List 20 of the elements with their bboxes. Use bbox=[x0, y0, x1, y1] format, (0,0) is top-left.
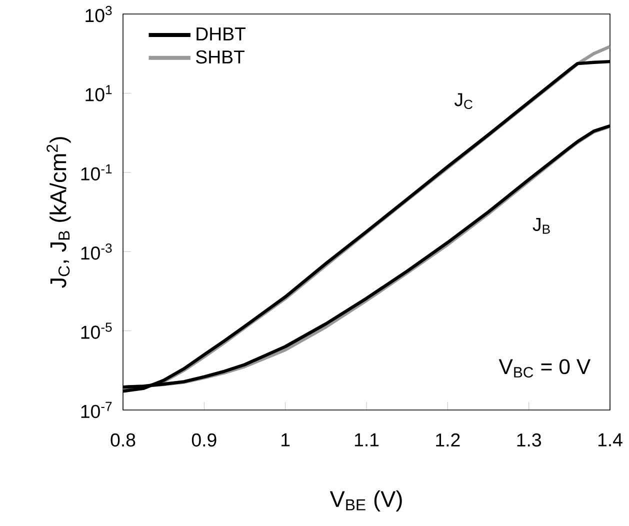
legend-label: SHBT bbox=[196, 50, 244, 64]
x-axis-title: V$_{BE}$ (V) bbox=[330, 490, 402, 512]
x-tick-label: 1 bbox=[282, 433, 290, 446]
y-tick-label: 10$^{-1}$ bbox=[81, 164, 112, 180]
x-tick-label: 1.3 bbox=[517, 433, 541, 447]
x-tick-label: 0.8 bbox=[110, 433, 136, 447]
y-tick-label: 10$^{-3}$ bbox=[81, 243, 112, 260]
legend-label: DHBT bbox=[196, 28, 246, 40]
y-tick-label: 10$^{-5}$ bbox=[81, 322, 112, 339]
x-tick-label: 1.1 bbox=[354, 433, 379, 446]
x-tick-label: 1.2 bbox=[436, 433, 460, 446]
y-axis-title: J$_{C}$, J$_{B}$ (kA/cm$^{2}$) bbox=[46, 137, 71, 288]
y-tick-label: 10$^{-7}$ bbox=[81, 402, 112, 418]
annotation: J$_{B}$ bbox=[532, 218, 550, 234]
y-tick-label: 10$^{3}$ bbox=[86, 6, 112, 22]
x-tick-label: 1.4 bbox=[598, 433, 622, 446]
x-tick-label: 0.9 bbox=[192, 433, 216, 447]
annotation: J$_{C}$ bbox=[454, 93, 472, 110]
annotation: V$_{BC}$ = 0 V bbox=[498, 359, 591, 378]
y-tick-label: 10$^{1}$ bbox=[86, 85, 112, 102]
